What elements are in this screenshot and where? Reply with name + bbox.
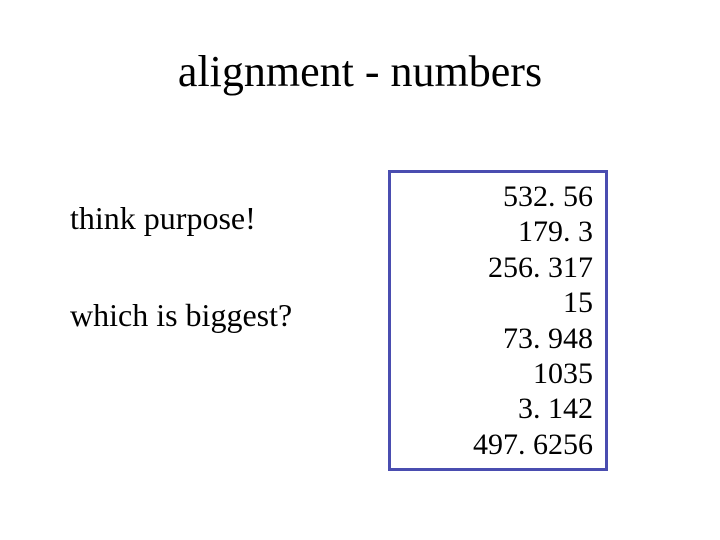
slide-title: alignment - numbers	[0, 46, 720, 97]
left-line-1: think purpose!	[70, 200, 292, 237]
slide: alignment - numbers think purpose! which…	[0, 0, 720, 540]
number-row: 179. 3	[397, 214, 593, 249]
number-row: 73. 948	[397, 321, 593, 356]
numbers-box: 532. 56 179. 3 256. 317 15 73. 948 1035 …	[388, 170, 608, 471]
left-text: think purpose! which is biggest?	[70, 200, 292, 334]
number-row: 1035	[397, 356, 593, 391]
number-row: 3. 142	[397, 391, 593, 426]
number-row: 15	[397, 285, 593, 320]
number-row: 256. 317	[397, 250, 593, 285]
number-row: 532. 56	[397, 179, 593, 214]
left-line-2: which is biggest?	[70, 297, 292, 334]
number-row: 497. 6256	[397, 427, 593, 462]
